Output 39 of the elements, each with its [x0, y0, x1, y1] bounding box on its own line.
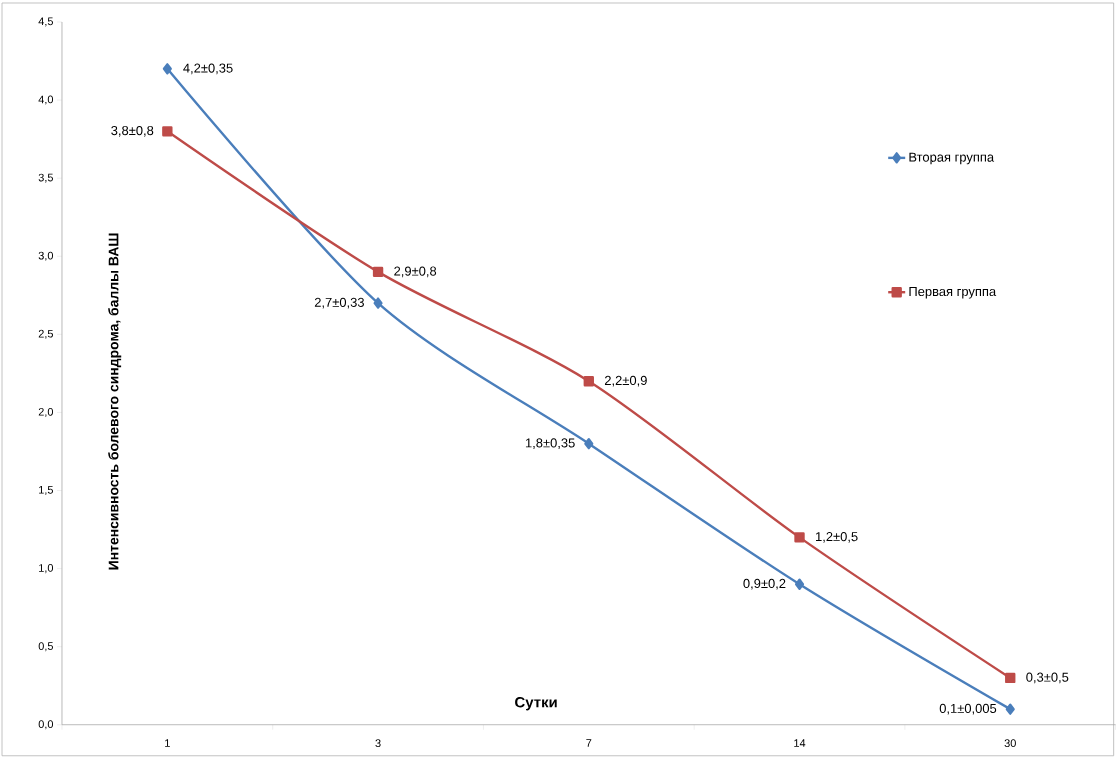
data-label: 0,9±0,2 [743, 578, 786, 590]
y-tick-label: 4,5 [38, 17, 53, 27]
x-tick-label: 3 [375, 739, 381, 748]
y-axis-title: Интенсивность болевого синдрома, баллы ВАШ [108, 233, 122, 570]
x-tick-label: 7 [586, 739, 592, 747]
y-tick-label: 2,0 [38, 408, 54, 418]
point [584, 438, 594, 450]
data-label: 4,2±0,35 [183, 63, 233, 75]
data-label: 1,2±0,5 [816, 532, 858, 543]
legend-label: Вторая группа [909, 152, 995, 165]
data-label: 1,8±0,35 [525, 438, 575, 450]
y-tick-label: 4,0 [38, 95, 54, 105]
point [1005, 672, 1016, 684]
data-label: 3,8±0,8 [111, 126, 154, 137]
y-tick-label: 0,5 [38, 642, 53, 652]
x-tick-label: 14 [794, 739, 806, 747]
point [162, 63, 172, 75]
point [1005, 703, 1015, 715]
data-label: 2,9±0,8 [394, 266, 437, 278]
y-tick-label: 3,0 [38, 251, 54, 261]
y-tick-label: 1,5 [39, 486, 53, 496]
point [372, 266, 384, 278]
y-tick-label: 1,0 [39, 564, 54, 574]
point [794, 532, 805, 543]
point [583, 376, 594, 387]
data-label: 2,2±0,9 [604, 375, 647, 387]
y-tick-label: 2,5 [38, 329, 53, 339]
data-label: 0,1±0,005 [939, 703, 997, 715]
x-axis-title: Сутки [515, 697, 557, 711]
x-tick-label: 1 [165, 739, 170, 747]
y-tick-label: 0,0 [38, 720, 54, 730]
legend-label: Первая группа [909, 287, 997, 299]
y-tick-label: 3,5 [38, 173, 53, 183]
point [794, 578, 805, 591]
data-label: 2,7±0,33 [314, 297, 364, 309]
point [373, 297, 383, 309]
x-tick-label: 30 [1004, 739, 1016, 748]
data-label: 0,3±0,5 [1026, 672, 1069, 684]
point [162, 126, 173, 137]
